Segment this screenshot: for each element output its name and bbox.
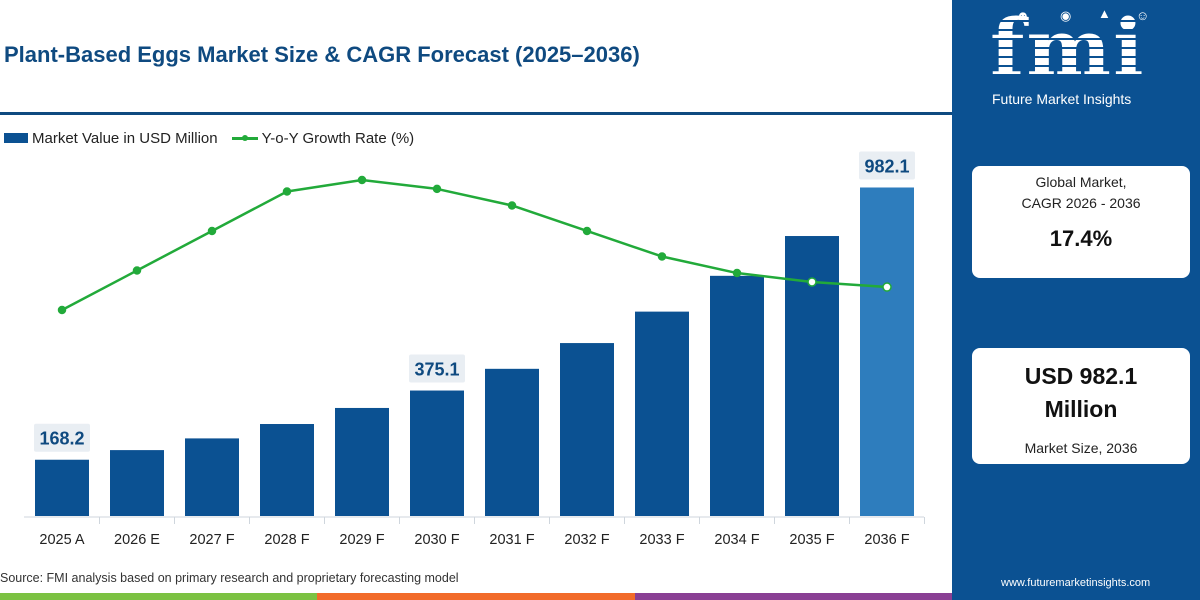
- x-tick-label: 2029 F: [339, 532, 384, 548]
- cagr-card: Global Market, CAGR 2026 - 2036 17.4%: [972, 166, 1190, 278]
- data-label: 982.1: [864, 156, 909, 176]
- growth-rate-point: [732, 268, 742, 278]
- data-label-bg: [409, 354, 465, 383]
- x-tick-label: 2034 F: [714, 532, 759, 548]
- person-icon: ☻: [1016, 8, 1030, 23]
- x-tick-label: 2030 F: [414, 532, 459, 548]
- growth-rate-point: [432, 184, 442, 194]
- growth-rate-point: [282, 187, 292, 196]
- growth-rate-point: [582, 226, 592, 236]
- bar-2027-f: [185, 438, 239, 516]
- growth-rate-point: [57, 305, 67, 315]
- growth-rate-point: [507, 201, 517, 210]
- growth-rate-line: [61, 178, 888, 312]
- x-tick-label: 2025 A: [39, 532, 84, 548]
- x-tick-label: 2028 F: [264, 532, 309, 548]
- growth-rate-point: [132, 266, 142, 275]
- data-label: 375.1: [414, 360, 459, 380]
- bottom-color-stripes: [0, 593, 952, 600]
- data-label-bg: [859, 151, 915, 180]
- growth-rate-point: [657, 252, 667, 261]
- people-icon: ☺: [1136, 8, 1149, 23]
- bar-2032-f: [560, 343, 614, 516]
- x-tick-label: 2026 E: [114, 532, 160, 548]
- legend-line-swatch: [231, 133, 258, 143]
- globe-icon: ◉: [1060, 8, 1071, 24]
- fmi-logo: fmi: [990, 4, 1170, 92]
- market-size-card: USD 982.1 Million Market Size, 2036: [972, 348, 1190, 464]
- title-divider: [0, 112, 952, 115]
- website-link[interactable]: www.futuremarketinsights.com: [1001, 577, 1151, 589]
- x-tick-label: 2032 F: [564, 532, 609, 548]
- growth-rate-point: [882, 282, 892, 292]
- cagr-label: Global Market, CAGR 2026 - 2036: [972, 172, 1190, 214]
- chart-legend: Market Value in USD Million Y-o-Y Growth…: [4, 128, 414, 148]
- x-tick-label: 2027 F: [189, 532, 234, 548]
- market-size-label: Market Size, 2036: [1024, 440, 1138, 456]
- stripe-green: [0, 593, 318, 600]
- x-tick-label: 2035 F: [789, 532, 834, 548]
- growth-rate-point: [807, 277, 817, 287]
- bar-2034-f: [710, 275, 764, 516]
- cagr-label-line2: CAGR 2026 - 2036: [1021, 195, 1141, 211]
- bar-2036-f: [860, 187, 914, 516]
- source-note: Source: FMI analysis based on primary re…: [0, 571, 459, 585]
- stripe-orange: [317, 593, 635, 600]
- chart-title: Plant-Based Eggs Market Size & CAGR Fore…: [4, 42, 640, 67]
- x-tick-label: 2031 F: [489, 532, 534, 548]
- bar-2033-f: [635, 311, 689, 516]
- x-tick-label: 2033 F: [639, 532, 684, 548]
- growth-rate-point: [357, 175, 367, 185]
- brand-panel: [952, 0, 1200, 600]
- legend-bar-label: Market Value in USD Million: [32, 129, 218, 147]
- logo-subtitle: Future Market Insights: [992, 91, 1132, 107]
- bar-2025-a: [35, 459, 89, 516]
- legend-bar-swatch: [4, 133, 28, 143]
- market-size-value: USD 982.1 Million: [972, 360, 1190, 426]
- stripe-purple: [634, 593, 952, 600]
- cagr-value: 17.4%: [1049, 226, 1113, 251]
- growth-rate-point: [207, 226, 217, 236]
- legend-line-label: Y-o-Y Growth Rate (%): [261, 129, 415, 147]
- bar-2028-f: [260, 424, 314, 516]
- market-size-line1: USD 982.1: [1024, 363, 1138, 389]
- bar-2031-f: [485, 368, 539, 516]
- x-tick-label: 2036 F: [864, 532, 909, 548]
- data-label-bg: [34, 423, 90, 452]
- bar-2030-f: [410, 390, 464, 516]
- chart-plot: 2025 A 2026 E 2027 F 2028 F 2029 F 2030 F 2031…: [24, 151, 925, 548]
- bar-2029-f: [335, 407, 389, 516]
- chart-icon: ▲: [1098, 6, 1111, 21]
- cagr-label-line1: Global Market,: [1035, 174, 1127, 190]
- bar-2026-e: [110, 450, 164, 516]
- market-size-line2: Million: [1044, 396, 1118, 422]
- data-label: 168.2: [39, 429, 84, 449]
